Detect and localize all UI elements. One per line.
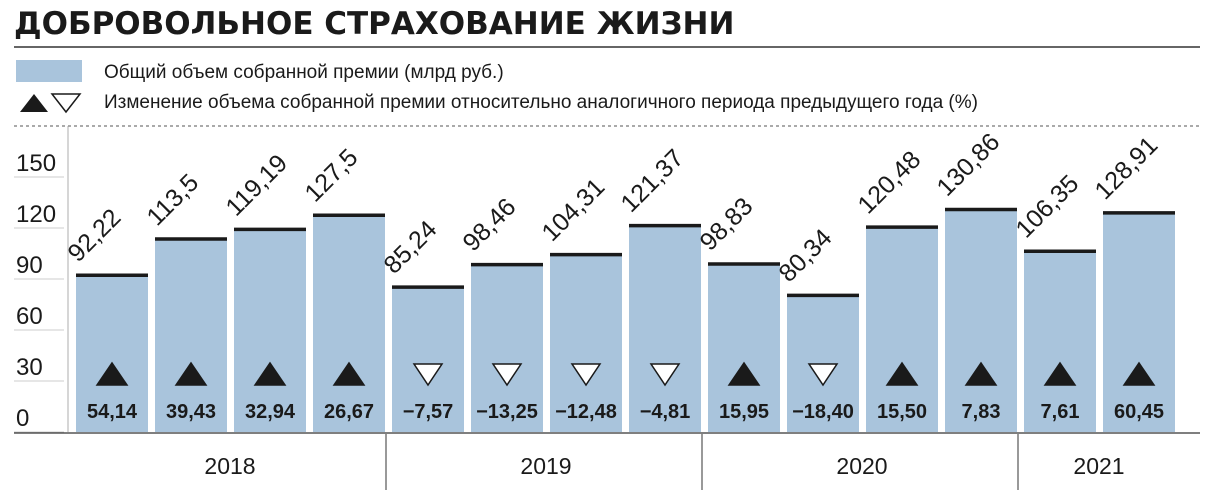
bar [1024,251,1096,432]
bar-value-label: 106,35 [1010,170,1084,244]
bar-value-label: 130,86 [931,128,1005,202]
change-up [1122,361,1156,386]
bar [392,287,464,432]
change-label: −12,48 [555,401,617,423]
bar [234,229,306,432]
bar [629,225,701,432]
chart-title: ДОБРОВОЛЬНОЕ СТРАХОВАНИЕ ЖИЗНИ [14,6,734,42]
bar-value-label: 104,31 [536,173,610,247]
bar-value-label: 121,37 [615,144,689,218]
change-label: −4,81 [640,401,691,423]
y-tick-label: 30 [16,354,43,381]
change-label: 60,45 [1114,401,1164,423]
bar [945,209,1017,432]
change-label: 26,67 [324,401,374,423]
change-down [570,363,602,387]
y-tick-label: 60 [16,303,43,330]
x-group-label: 2020 [836,453,887,479]
y-tick-label: 0 [16,405,29,432]
bar [708,263,780,432]
change-up [727,361,761,386]
bar [76,275,148,432]
change-label: 15,95 [719,401,769,423]
bar-value-label: 92,22 [62,203,126,267]
change-label: −13,25 [476,401,538,423]
bar [550,254,622,432]
legend-icon-down [50,93,82,114]
bar-value-label: 98,83 [694,192,758,256]
legend-label: Общий объем собранной премии (млрд руб.) [104,62,504,83]
legend-icon-up [20,94,48,112]
y-tick-label: 150 [16,150,56,177]
change-up [332,361,366,386]
change-label: −18,40 [792,401,854,423]
y-tick-label: 90 [16,252,43,279]
change-label: 7,61 [1041,401,1080,423]
bar-value-label: 98,46 [457,193,521,257]
change-down [807,363,839,387]
bar [313,215,385,432]
change-up [885,361,919,386]
change-down [649,363,681,387]
change-up [253,361,287,386]
change-label: 32,94 [245,401,296,423]
x-group-label: 2021 [1073,453,1124,479]
legend-swatch [16,60,82,82]
bar-value-label: 119,19 [220,149,293,222]
bar-value-label: 113,5 [141,169,204,232]
change-label: 7,83 [962,401,1001,423]
bar-value-label: 80,34 [773,224,837,288]
change-label: 15,50 [877,401,927,423]
change-label: 39,43 [166,401,216,423]
bar-value-label: 127,5 [299,143,363,207]
change-label: 54,14 [87,401,138,423]
bar [1103,212,1175,432]
bar [866,227,938,432]
change-down [491,363,523,387]
bar-value-label: 128,91 [1089,131,1163,205]
change-up [95,361,129,386]
x-group-label: 2019 [520,453,571,479]
bar-value-label: 85,24 [378,215,442,279]
x-group-label: 2018 [204,453,255,479]
change-up [964,361,998,386]
change-down [412,363,444,387]
change-up [1043,361,1077,386]
legend-label: Изменение объема собранной премии относи… [104,92,978,113]
y-tick-label: 120 [16,201,56,228]
bar [155,239,227,432]
change-label: −7,57 [403,401,454,423]
change-up [174,361,208,386]
bar [471,264,543,432]
bar-value-label: 120,48 [852,146,926,220]
